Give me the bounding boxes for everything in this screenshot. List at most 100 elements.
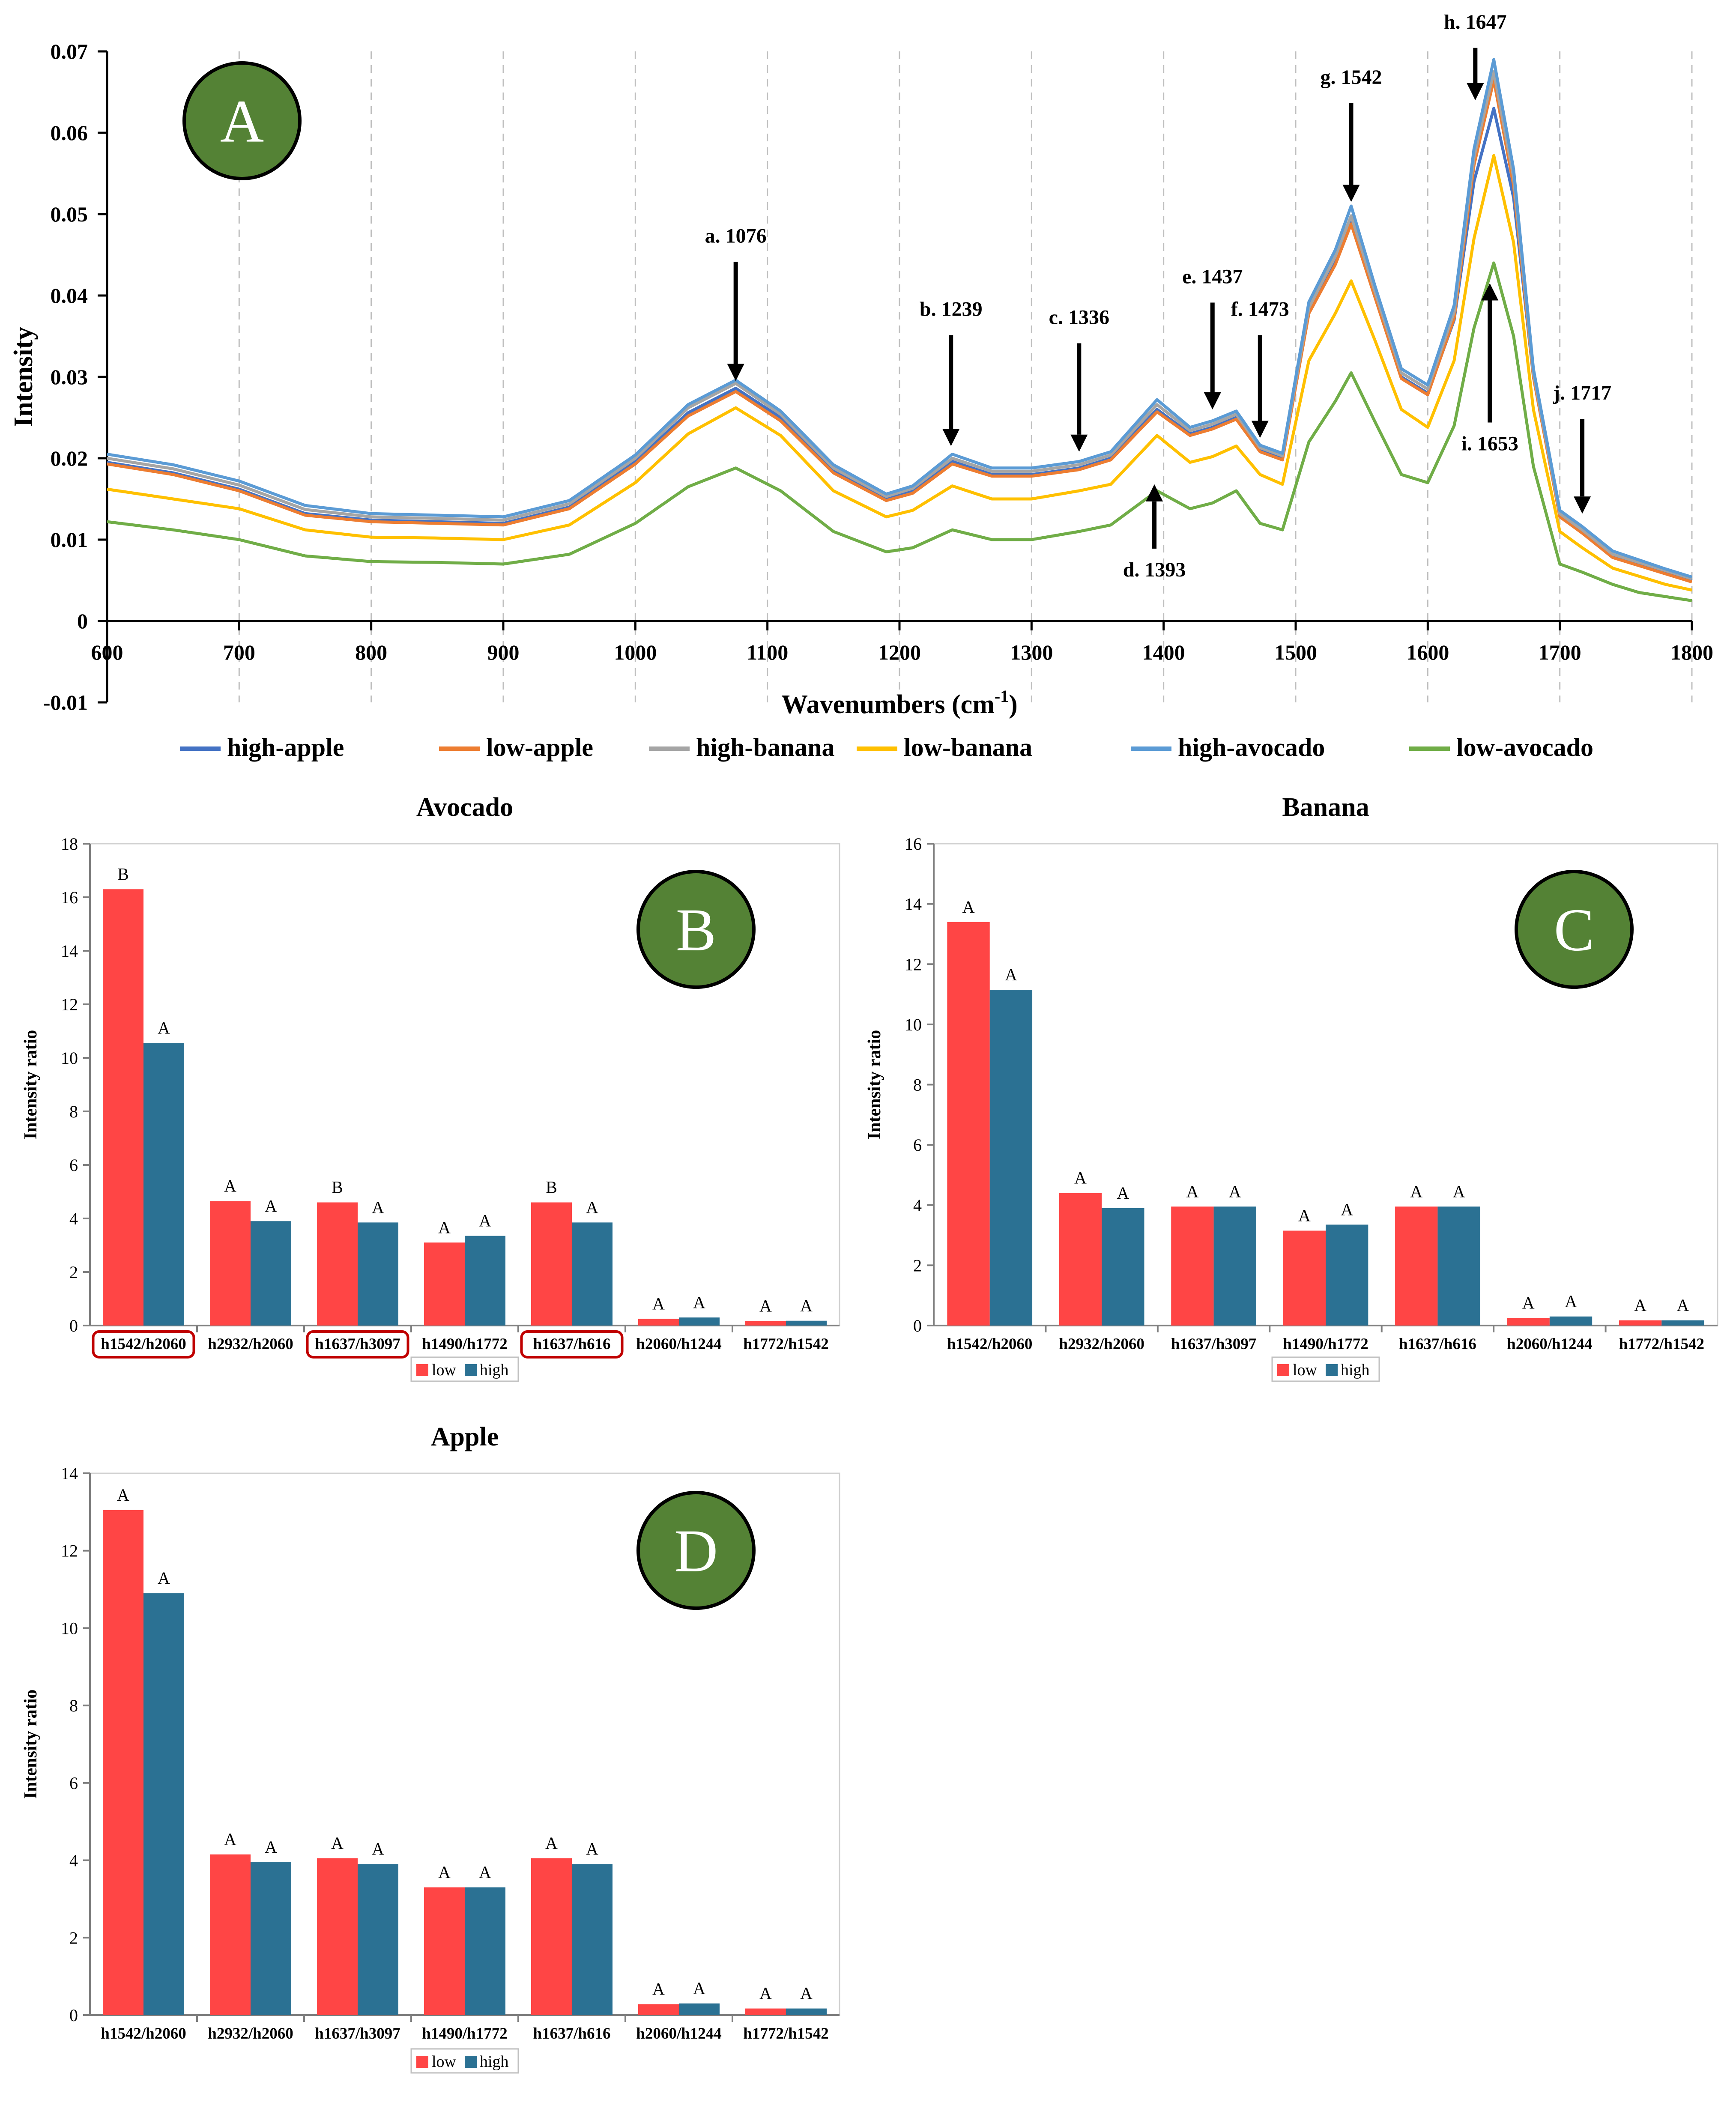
bar-low (210, 1854, 251, 2015)
significance-letter: A (265, 1837, 277, 1857)
significance-letter: B (332, 1178, 343, 1197)
bar-low (210, 1201, 251, 1326)
legend-item: high-banana (649, 733, 835, 761)
significance-letter: A (1005, 965, 1017, 984)
bar-high (572, 1222, 613, 1326)
x-tick-label: 1500 (1274, 640, 1317, 664)
chart-title: Avocado (416, 793, 513, 822)
bar-chart-banana: Banana 0 2 4 6 8 10 12 14 16 Intensity ratio A Ah154… (865, 793, 1718, 1382)
bar-high (989, 990, 1033, 1326)
bar-low (1171, 1206, 1214, 1326)
annotation-arrow-head (1467, 83, 1484, 100)
bar-high (1661, 1320, 1704, 1326)
peak-annotation: g. 1542 (1321, 66, 1382, 202)
bar-high (1549, 1316, 1593, 1326)
y-tick-label: 0.03 (51, 365, 88, 389)
bar-low (1283, 1230, 1326, 1326)
highlight-box (92, 1330, 195, 1359)
significance-letter: A (800, 1296, 813, 1315)
y-tick-label: 0.06 (51, 121, 88, 145)
y-tick-label: 4 (69, 1851, 78, 1870)
legend-swatch-low (1277, 1364, 1289, 1376)
annotation-arrow-head (727, 364, 744, 381)
bar-low (638, 2004, 679, 2015)
bar-high (679, 1317, 720, 1326)
bar-high (143, 1593, 184, 2015)
chart-title: Apple (431, 1422, 499, 1451)
x-tick-label: h1490/h1772 (422, 2025, 507, 2042)
y-axis-title: Intensity ratio (21, 1030, 41, 1140)
legend-swatch-high (1326, 1364, 1338, 1376)
x-tick-label: h2932/h2060 (1059, 1335, 1144, 1353)
x-axis-title: Wavenumbers (cm-1) (781, 687, 1018, 719)
y-tick-label: 10 (61, 1048, 78, 1068)
annotation-label: c. 1336 (1049, 306, 1109, 329)
legend-label: high-banana (696, 733, 835, 761)
bar-low (1059, 1193, 1102, 1326)
legend-label-high: high (480, 2053, 509, 2071)
legend-label: low-banana (904, 733, 1032, 761)
legend-label-low: low (432, 1361, 457, 1379)
x-tick-label: h2932/h2060 (208, 1335, 293, 1353)
legend-item: low-avocado (1409, 733, 1593, 761)
legend-label-high: high (480, 1361, 509, 1379)
legend-swatch-low (416, 1364, 428, 1376)
y-tick-label: 0 (69, 2006, 78, 2025)
x-tick-label: h1637/h616 (533, 1335, 611, 1353)
legend-swatch-high (465, 2056, 477, 2068)
legend-label-high: high (1341, 1361, 1370, 1379)
series-line-low-banana (107, 154, 1692, 592)
significance-letter: A (1565, 1292, 1577, 1311)
x-tick-label: h1637/h616 (1399, 1335, 1476, 1353)
y-tick-label: 16 (61, 888, 78, 907)
y-tick-label: 6 (69, 1156, 78, 1175)
significance-letter: A (759, 1296, 772, 1315)
x-tick-label: h1490/h1772 (1283, 1335, 1368, 1353)
legend-item: high-avocado (1131, 733, 1325, 761)
significance-letter: B (546, 1178, 557, 1197)
bar-chart-apple: Apple 0 2 4 6 8 10 12 14 Intensity ratio A Ah1542/h… (21, 1422, 840, 2074)
annotation-arrow-head (1070, 434, 1088, 452)
highlight-box (306, 1330, 409, 1359)
bar-low (1619, 1320, 1662, 1326)
significance-letter: A (1522, 1293, 1535, 1312)
significance-letter: A (1229, 1182, 1241, 1201)
annotation-arrow-head (1204, 392, 1221, 409)
y-tick-label: 2 (69, 1928, 78, 1947)
x-tick-label: h1637/h616 (533, 2025, 611, 2042)
annotation-arrow-head (942, 429, 960, 446)
y-tick-label: 0.04 (51, 284, 88, 308)
y-tick-label: 0.05 (51, 202, 88, 226)
bar-low (103, 1510, 143, 2015)
bar-low (424, 1242, 465, 1326)
highlight-box (520, 1330, 624, 1359)
bar-low (947, 922, 990, 1326)
series-line-high-avocado (107, 58, 1693, 579)
bar-high (572, 1864, 613, 2015)
significance-letter: A (372, 1839, 384, 1859)
significance-letter: A (372, 1197, 384, 1217)
y-axis-title: Intensity ratio (865, 1030, 884, 1140)
x-tick-label: 1300 (1010, 640, 1053, 664)
peak-annotation: a. 1076 (705, 225, 767, 381)
panel-label-circle (636, 870, 756, 989)
peak-annotation: b. 1239 (920, 298, 983, 446)
significance-letter: A (1298, 1206, 1311, 1225)
bar-high (465, 1236, 505, 1326)
x-tick-label: h1542/h2060 (947, 1335, 1032, 1353)
x-tick-label: 800 (355, 640, 387, 664)
bar-high (786, 1320, 827, 1326)
annotation-label: h. 1647 (1444, 11, 1507, 33)
bar-chart-avocado: Avocado 0 2 4 6 8 10 12 14 16 18 Intensity ratio B Ah… (21, 793, 840, 1382)
y-axis-title: Intensity ratio (21, 1690, 41, 1799)
legend-item: low-apple (439, 733, 593, 761)
peak-annotation: e. 1437 (1182, 266, 1243, 409)
significance-letter: A (1117, 1183, 1129, 1203)
y-tick-label: 12 (905, 955, 922, 974)
legend-swatch-high (465, 1364, 477, 1376)
x-tick-label: h1637/h3097 (315, 2025, 400, 2042)
y-tick-label: 14 (61, 941, 78, 961)
annotation-arrow-head (1574, 496, 1591, 514)
x-axis-title-sup: -1 (995, 687, 1009, 706)
